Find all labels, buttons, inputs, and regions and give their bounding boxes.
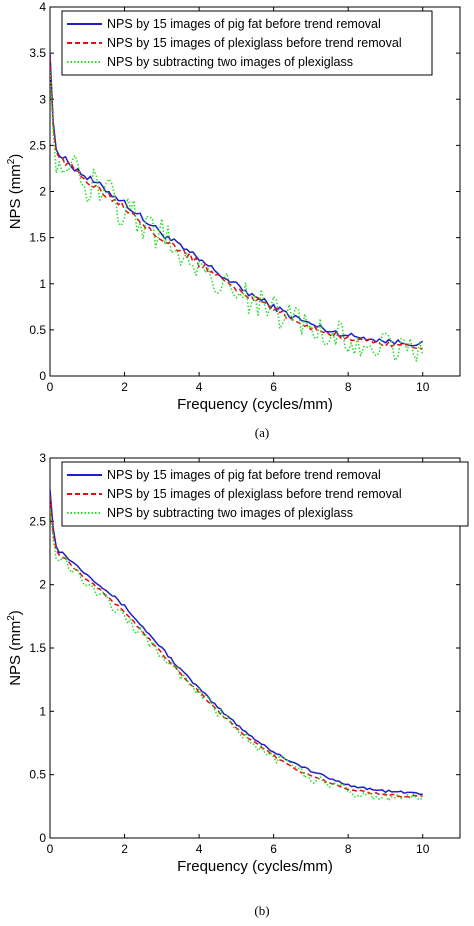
y-tick-label: 0	[39, 369, 46, 383]
y-tick-label: 2	[39, 578, 46, 592]
y-tick-label: 3	[39, 451, 46, 465]
y-tick-label: 1	[39, 704, 46, 718]
x-tick-label: 2	[121, 842, 128, 856]
series-line-3	[50, 508, 424, 802]
chart-panel-b: 0 0.5 1 1.5 2 2.5 3 0 2 4 6 8 10 Frequency (cycles/mm…	[6, 451, 469, 918]
y-tick-label: 1.5	[29, 231, 46, 245]
series-group	[50, 489, 424, 802]
x-tick-label: 8	[345, 842, 352, 856]
y-tick-label: 0.5	[29, 323, 46, 337]
y-tick-label: 4	[39, 0, 46, 14]
y-axis-label-text: NPS (mm2)	[6, 610, 24, 686]
y-tick-label: 1	[39, 277, 46, 291]
x-tick-label: 0	[47, 380, 54, 394]
x-tick-label: 10	[416, 380, 430, 394]
y-tick-label: 3	[39, 92, 46, 106]
legend: NPS by 15 images of pig fat before trend…	[61, 461, 469, 527]
x-tick-label: 2	[121, 380, 128, 394]
x-tick-label: 8	[345, 380, 352, 394]
series-line-1	[50, 53, 424, 347]
y-axis-label: NPS (mm2)	[6, 610, 24, 686]
legend-label-2: NPS by 15 images of plexiglass before tr…	[107, 36, 402, 50]
legend-label-3: NPS by subtracting two images of plexigl…	[107, 55, 353, 69]
series-line-3	[50, 71, 424, 362]
legend-box	[61, 10, 433, 76]
series-line-1	[50, 489, 423, 795]
x-axis-label: Frequency (cycles/mm)	[177, 396, 333, 413]
y-tick-label: 0.5	[29, 768, 46, 782]
x-tick-label: 4	[196, 380, 203, 394]
y-tick-label: 0	[39, 831, 46, 845]
legend: NPS by 15 images of pig fat before trend…	[61, 10, 433, 76]
y-tick-label: 2.5	[29, 138, 46, 152]
y-axis-label-text: NPS (mm2)	[6, 154, 24, 230]
panel-caption: (a)	[255, 425, 269, 440]
y-tick-label: 2	[39, 185, 46, 199]
x-tick-label: 10	[416, 842, 430, 856]
x-axis-label: Frequency (cycles/mm)	[177, 858, 333, 875]
x-tick-label: 6	[270, 842, 277, 856]
x-tick-label: 4	[196, 842, 203, 856]
y-tick-label: 1.5	[29, 641, 46, 655]
x-tick-label: 6	[270, 380, 277, 394]
legend-label-2: NPS by 15 images of plexiglass before tr…	[107, 487, 402, 501]
x-tick-label: 0	[47, 842, 54, 856]
series-group	[50, 53, 424, 362]
legend-box	[61, 461, 469, 527]
y-tick-label: 2.5	[29, 514, 46, 528]
legend-label-1: NPS by 15 images of pig fat before trend…	[107, 468, 381, 482]
legend-label-1: NPS by 15 images of pig fat before trend…	[107, 17, 381, 31]
series-line-2	[50, 57, 423, 350]
y-tick-label: 3.5	[29, 46, 46, 60]
legend-label-3: NPS by subtracting two images of plexigl…	[107, 506, 353, 520]
chart-panel-a: 0 0.5 1 1.5 2 2.5 3 3.5 4 0 2 4 6 8 10 Frequency (cycle…	[6, 0, 461, 440]
y-axis-label: NPS (mm2)	[6, 154, 24, 230]
panel-caption: (b)	[254, 903, 269, 918]
